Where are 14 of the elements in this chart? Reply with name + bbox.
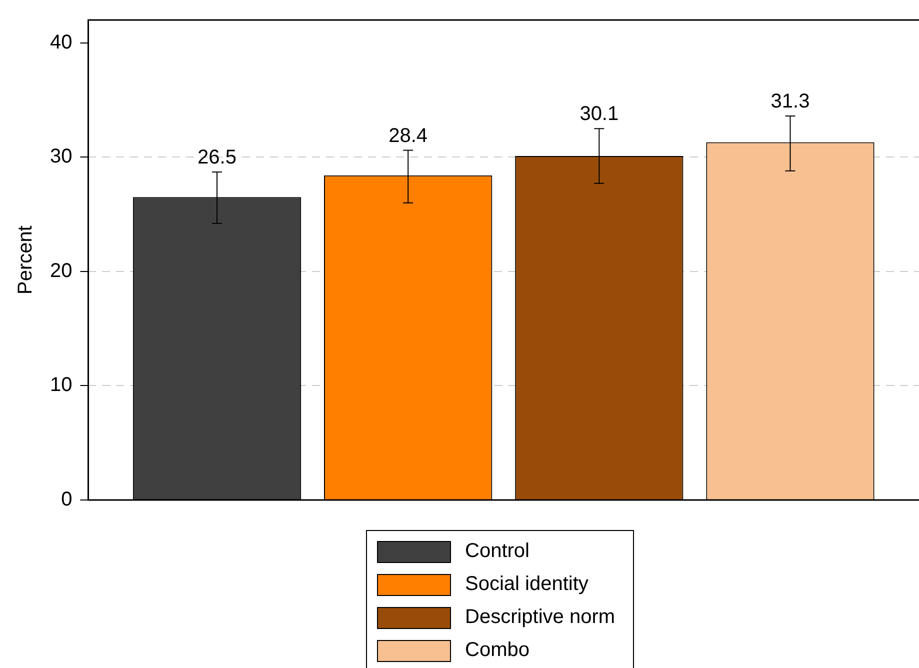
data-label: 28.4 xyxy=(388,124,428,147)
y-tick-label: 10 xyxy=(50,374,72,396)
y-tick-label: 20 xyxy=(50,260,72,282)
legend-label: Control xyxy=(465,540,530,563)
y-tick-label: 40 xyxy=(50,31,72,54)
data-label: 30.1 xyxy=(580,103,619,126)
data-label: 31.3 xyxy=(770,90,810,113)
legend-label: Combo xyxy=(465,639,530,662)
y-tick-label: 0 xyxy=(61,488,72,511)
y-tick-label: 30 xyxy=(50,146,72,168)
y-axis-title: Percent xyxy=(14,225,37,294)
data-label: 26.5 xyxy=(198,146,236,169)
legend-label: Social identity xyxy=(465,573,588,596)
legend-label: Descriptive norm xyxy=(465,606,616,629)
